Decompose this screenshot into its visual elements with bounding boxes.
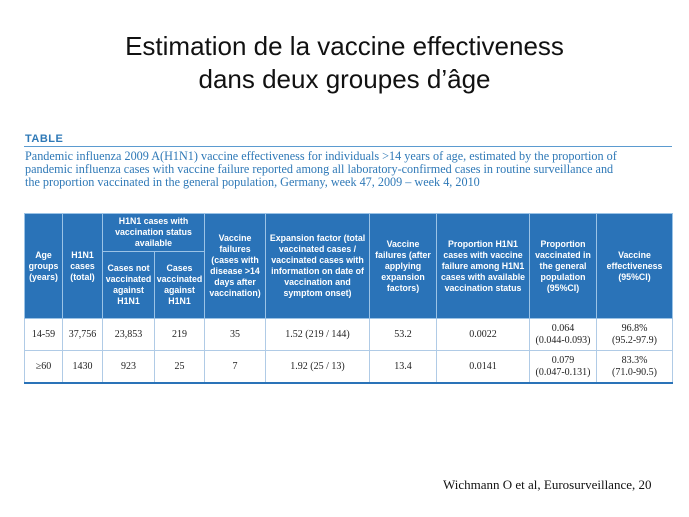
caption-line: Pandemic influenza 2009 A(H1N1) vaccine … [25,149,617,163]
header-cases-vaccinated: Cases vaccinated against H1N1 [154,251,205,319]
table-label: TABLE [25,133,64,145]
vaccine-effectiveness-table: Age groups (years) H1N1 cases (total) H1… [24,213,673,384]
cell-cases-total: 1430 [62,350,103,384]
slide-title-line-1: Estimation de la vaccine effectiveness [125,31,564,61]
cell-expansion-factor: 1.52 (219 / 144) [265,318,370,351]
caption-line: pandemic influenza cases with vaccine fa… [25,162,614,176]
header-proportion-vaccinated: Proportion vaccinated in the general pop… [529,213,597,319]
slide-title-line-2: dans deux groupes d’âge [198,64,491,94]
header-cases-not-vaccinated: Cases not vaccinated against H1N1 [102,251,155,319]
effectiveness-ci: (95.2-97.9) [612,334,657,346]
cell-vaccine-effectiveness: 96.8% (95.2-97.9) [596,318,673,351]
cell-vaccine-effectiveness: 83.3% (71.0-90.5) [596,350,673,384]
header-age-groups: Age groups (years) [24,213,63,319]
cell-expansion-factor: 1.92 (25 / 13) [265,350,370,384]
table-subheader-row: Cases not vaccinated against H1N1 Cases … [25,251,673,319]
cell-cases-total: 37,756 [62,318,103,351]
cell-not-vaccinated: 923 [102,350,155,384]
cell-vaccinated: 219 [154,318,205,351]
effectiveness-value: 96.8% [621,322,648,334]
header-cases-total: H1N1 cases (total) [62,213,103,319]
proportion-vaccinated-value: 0.064 [551,322,575,334]
table-label-divider [24,146,672,147]
table-row: 14-59 37,756 23,853 219 35 1.52 (219 / 1… [24,318,673,351]
cell-age-group: ≥60 [24,350,63,384]
table-row: ≥60 1430 923 25 7 1.92 (25 / 13) 13.4 0.… [24,350,673,384]
cell-failures-after-expansion: 53.2 [369,318,437,351]
header-expansion-factor: Expansion factor (total vaccinated cases… [265,213,370,319]
header-vaccine-effectiveness: Vaccine effectiveness (95%CI) [596,213,673,319]
cell-proportion-failure: 0.0141 [436,350,530,384]
table-caption: Pandemic influenza 2009 A(H1N1) vaccine … [25,150,673,189]
table-header-row: Age groups (years) H1N1 cases (total) H1… [24,213,673,319]
header-failures-after-expansion: Vaccine failures (after applying expansi… [369,213,437,319]
slide-title: Estimation de la vaccine effectiveness d… [0,30,689,96]
cell-proportion-vaccinated: 0.064 (0.044-0.093) [529,318,597,351]
citation: Wichmann O et al, Eurosurveillance, 20 [443,477,652,492]
cell-proportion-failure: 0.0022 [436,318,530,351]
cell-not-vaccinated: 23,853 [102,318,155,351]
cell-failures-after-expansion: 13.4 [369,350,437,384]
proportion-vaccinated-value: 0.079 [551,354,575,366]
effectiveness-ci: (71.0-90.5) [612,366,657,378]
header-vaccine-failures: Vaccine failures (cases with disease >14… [204,213,266,319]
proportion-vaccinated-ci: (0.044-0.093) [535,334,591,346]
cell-age-group: 14-59 [24,318,63,351]
cell-proportion-vaccinated: 0.079 (0.047-0.131) [529,350,597,384]
header-proportion-failure: Proportion H1N1 cases with vaccine failu… [436,213,530,319]
proportion-vaccinated-ci: (0.047-0.131) [535,366,591,378]
caption-line: the proportion vaccinated in the general… [25,175,480,189]
cell-vaccine-failures: 35 [204,318,266,351]
header-vaccination-status-group: H1N1 cases with vaccination status avail… [102,213,205,252]
cell-vaccinated: 25 [154,350,205,384]
cell-vaccine-failures: 7 [204,350,266,384]
effectiveness-value: 83.3% [621,354,648,366]
